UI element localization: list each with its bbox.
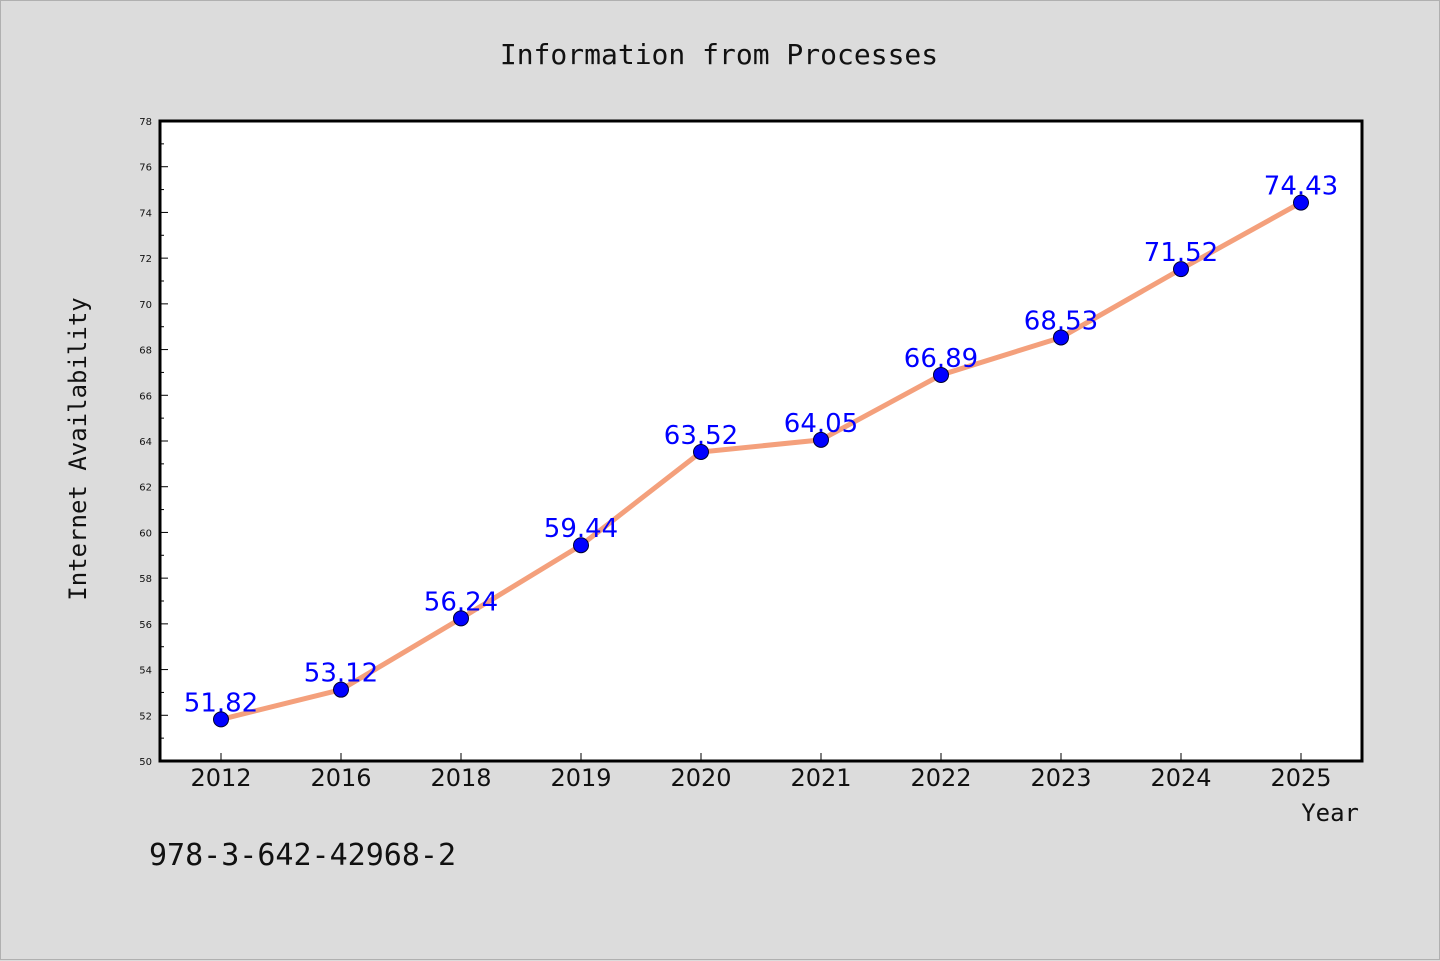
data-point xyxy=(453,610,469,627)
data-label: 74.43 xyxy=(1264,172,1338,202)
series-line xyxy=(213,194,1309,728)
x-tick-label: 2021 xyxy=(790,764,851,792)
data-point xyxy=(573,537,589,554)
data-label: 71.52 xyxy=(1144,238,1218,268)
data-label: 64.05 xyxy=(784,409,858,439)
y-tick-label: 60 xyxy=(139,528,152,539)
y-tick-label: 58 xyxy=(139,574,152,585)
y-tick-label: 78 xyxy=(139,117,152,128)
x-tick-label: 2023 xyxy=(1030,764,1091,792)
data-point xyxy=(813,431,829,448)
y-axis-label: Internet Availability xyxy=(64,297,92,600)
y-tick-label: 62 xyxy=(139,483,152,494)
x-tick-label: 2016 xyxy=(310,764,371,792)
y-tick-label: 64 xyxy=(139,437,152,448)
x-axis-label: Year xyxy=(1301,799,1359,827)
data-label: 63.52 xyxy=(664,421,738,451)
x-axis: 2012 2016 2018 2019 2020 2021 2022 2023 2024 2025 xyxy=(190,753,1332,792)
x-tick-label: 2019 xyxy=(550,764,611,792)
data-point xyxy=(1293,194,1309,211)
y-tick-label: 68 xyxy=(139,346,152,357)
data-point xyxy=(213,711,229,728)
y-tick-label: 50 xyxy=(139,757,152,768)
data-point xyxy=(933,366,949,383)
series-polyline xyxy=(218,200,1304,722)
data-label: 59.44 xyxy=(544,514,618,544)
x-tick-label: 2012 xyxy=(190,764,251,792)
data-label: 56.24 xyxy=(424,587,498,617)
y-tick-label: 56 xyxy=(139,620,152,631)
y-tick-label: 66 xyxy=(139,391,152,402)
y-tick-label: 70 xyxy=(139,300,152,311)
data-label: 66.89 xyxy=(904,344,978,374)
y-tick-label: 52 xyxy=(139,711,152,722)
y-tick-label: 76 xyxy=(139,163,152,174)
data-label: 53.12 xyxy=(304,659,378,689)
data-point xyxy=(1173,261,1189,278)
x-tick-label: 2022 xyxy=(910,764,971,792)
data-point xyxy=(333,681,349,698)
plot-area xyxy=(158,119,1364,763)
x-tick-label: 2025 xyxy=(1270,764,1331,792)
y-tick-label: 54 xyxy=(139,666,152,677)
y-tick-label: 74 xyxy=(139,208,152,219)
data-label: 68.53 xyxy=(1024,306,1098,336)
y-axis: 50 52 54 56 58 60 62 64 66 68 70 72 74 76 78 xyxy=(139,117,168,768)
data-point xyxy=(1053,329,1069,346)
x-tick-label: 2024 xyxy=(1150,764,1211,792)
isbn-text: 978-3-642-42968-2 xyxy=(149,838,456,873)
x-tick-label: 2020 xyxy=(670,764,731,792)
data-label: 51.82 xyxy=(184,688,258,718)
data-point xyxy=(693,443,709,460)
y-tick-label: 72 xyxy=(139,254,152,265)
chart-title: Information from Processes xyxy=(500,38,938,71)
x-tick-label: 2018 xyxy=(430,764,491,792)
data-labels: 51.82 53.12 56.24 59.44 63.52 64.05 66.89 68.53… xyxy=(184,172,1338,719)
